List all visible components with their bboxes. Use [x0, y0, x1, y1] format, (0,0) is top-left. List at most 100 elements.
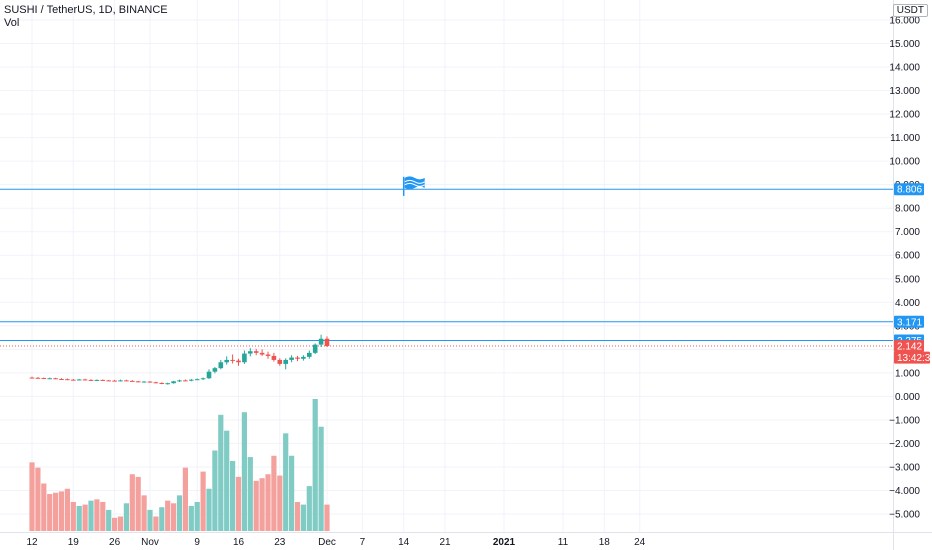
candle-body — [76, 379, 82, 381]
volume-bars — [29, 399, 330, 531]
volume-bar — [64, 488, 70, 531]
candle-body — [200, 378, 206, 380]
candle[interactable] — [283, 358, 288, 370]
candle[interactable] — [242, 350, 247, 364]
y-tick-label: −4.000 — [889, 486, 920, 497]
candle[interactable] — [124, 379, 129, 382]
candle[interactable] — [230, 354, 235, 364]
candle[interactable] — [218, 359, 224, 370]
candle[interactable] — [194, 378, 200, 381]
candle[interactable] — [159, 382, 165, 385]
volume-bar — [265, 474, 271, 531]
candle[interactable] — [200, 377, 206, 380]
volume-bar — [235, 476, 242, 531]
candle[interactable] — [47, 377, 52, 380]
candle[interactable] — [295, 355, 300, 362]
candle[interactable] — [212, 366, 218, 374]
candle-body — [100, 379, 106, 381]
volume-bar — [171, 503, 177, 531]
x-tick-label: 16 — [233, 537, 245, 548]
candle[interactable] — [324, 336, 330, 347]
candle[interactable] — [189, 378, 194, 382]
candle[interactable] — [165, 382, 170, 385]
candle[interactable] — [59, 378, 64, 380]
candle[interactable] — [236, 358, 241, 366]
candle[interactable] — [76, 378, 82, 381]
candle[interactable] — [301, 355, 306, 361]
candle[interactable] — [248, 348, 253, 357]
x-tick-label: 18 — [599, 537, 611, 548]
candle[interactable] — [106, 379, 111, 382]
candle[interactable] — [259, 349, 265, 356]
candle[interactable] — [94, 379, 100, 381]
candle[interactable] — [41, 377, 47, 380]
volume-bar — [253, 480, 259, 531]
candle[interactable] — [29, 376, 35, 379]
volume-bar — [212, 450, 218, 531]
candle[interactable] — [100, 379, 106, 381]
candle[interactable] — [53, 377, 58, 380]
candle[interactable] — [35, 377, 41, 379]
x-tick-label: 24 — [634, 537, 646, 548]
volume-bar — [135, 476, 141, 531]
candle[interactable] — [118, 379, 123, 382]
candle[interactable] — [171, 380, 176, 384]
candle[interactable] — [141, 381, 147, 383]
candle[interactable] — [289, 355, 294, 363]
y-tick-label: 10.000 — [889, 157, 920, 168]
currency-button[interactable]: USDT — [892, 4, 928, 17]
candle[interactable] — [147, 381, 153, 383]
candle[interactable] — [312, 343, 318, 355]
candle-body — [65, 379, 70, 381]
candle-body — [206, 371, 212, 379]
volume-label: Vol — [4, 17, 20, 29]
candle[interactable] — [265, 351, 271, 359]
candle[interactable] — [206, 369, 212, 379]
candle[interactable] — [307, 350, 312, 359]
volume-bar — [194, 501, 200, 531]
volume-bar — [159, 507, 165, 531]
volume-bar — [283, 433, 289, 531]
volume-bar — [224, 430, 230, 531]
candle-body — [71, 379, 76, 381]
candle[interactable] — [135, 380, 141, 383]
candle-body — [53, 378, 58, 380]
candle-body — [312, 344, 318, 353]
candle[interactable] — [271, 352, 277, 362]
candle-body — [41, 378, 47, 380]
volume-bar — [289, 455, 295, 531]
candle[interactable] — [130, 380, 135, 382]
candle[interactable] — [177, 379, 182, 383]
candle[interactable] — [318, 334, 324, 347]
candle[interactable] — [88, 379, 94, 381]
volume-bar — [247, 457, 253, 531]
x-tick-label: 19 — [68, 537, 80, 548]
y-tick-label: −1.000 — [889, 415, 920, 426]
candle-body — [230, 359, 235, 361]
candle[interactable] — [65, 378, 70, 381]
y-tick-label: −5.000 — [889, 510, 920, 521]
volume-bar — [53, 492, 59, 531]
candle[interactable] — [183, 379, 188, 382]
candle[interactable] — [112, 379, 117, 382]
volume-bar — [230, 461, 236, 531]
candle-body — [29, 377, 35, 379]
candle[interactable] — [153, 381, 159, 384]
flag-icon[interactable] — [402, 176, 425, 196]
candle[interactable] — [224, 356, 229, 365]
volume-bar — [106, 509, 112, 531]
candle-body — [47, 378, 52, 380]
candle[interactable] — [253, 348, 259, 356]
candle[interactable] — [71, 378, 76, 381]
volume-bar — [271, 455, 277, 531]
candle[interactable] — [277, 358, 283, 366]
volume-bar — [82, 504, 88, 531]
volume-bar — [112, 517, 118, 531]
candle-body — [253, 351, 259, 353]
candle[interactable] — [82, 378, 88, 381]
x-tick-label: 7 — [360, 537, 366, 548]
x-tick-label: 2021 — [493, 537, 516, 548]
y-tick-label: 4.000 — [895, 298, 920, 309]
y-tick-label: −3.000 — [889, 462, 920, 473]
